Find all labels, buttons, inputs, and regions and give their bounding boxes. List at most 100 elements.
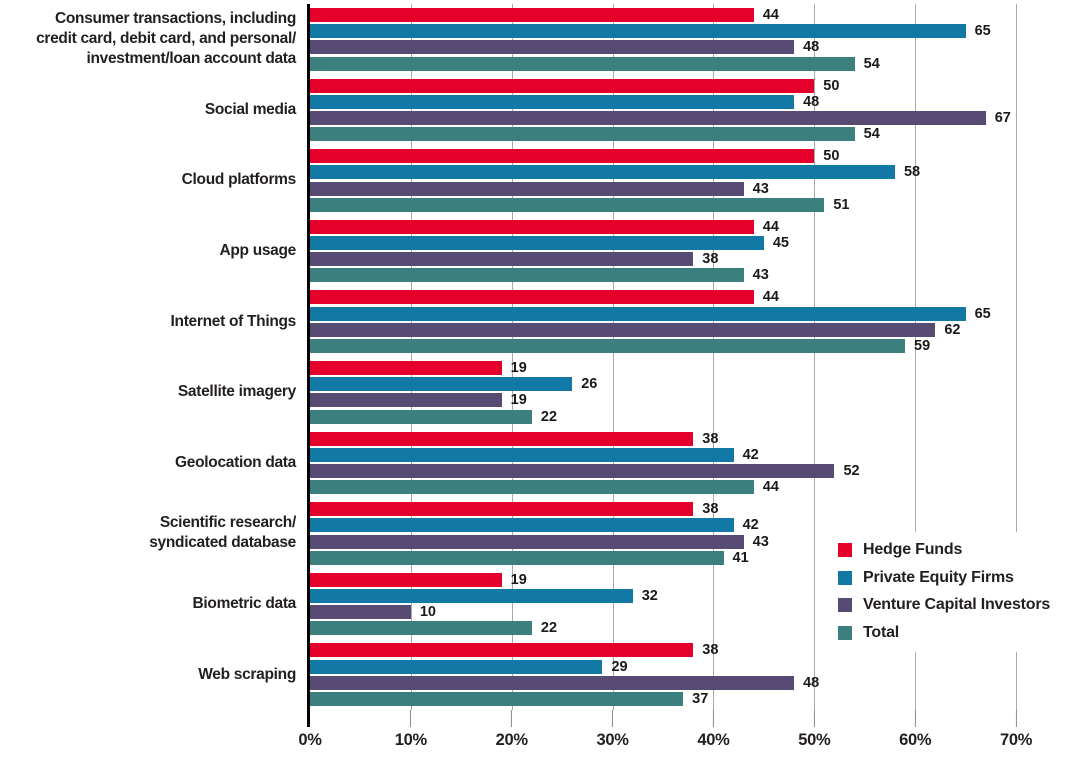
bar-row: 67 [310, 111, 1016, 125]
bar: 32 [310, 589, 658, 603]
bar-row: 43 [310, 534, 1016, 549]
bar: 44 [310, 8, 779, 22]
bar-group: 38 42 43 41 [310, 498, 1016, 569]
bar: 52 [310, 464, 860, 478]
bar-value: 45 [772, 234, 789, 251]
bar-row: 65 [310, 24, 1016, 38]
bar: 67 [310, 111, 1011, 125]
bar-row: 41 [310, 550, 1016, 565]
y-axis-line [307, 4, 310, 727]
bar: 54 [310, 127, 880, 141]
bar-row: 48 [310, 95, 1016, 109]
bar: 29 [310, 659, 628, 674]
legend-swatch [838, 598, 852, 612]
category-label-line: Social media [204, 100, 296, 118]
bar: 65 [310, 24, 991, 38]
bar-group: 50 48 67 54 [310, 75, 1016, 146]
gridline [1016, 4, 1017, 710]
bar-row: 65 [310, 305, 1016, 322]
bar-value: 62 [944, 321, 961, 338]
bar-value: 19 [510, 359, 527, 376]
bar-value: 43 [752, 267, 769, 284]
category-label-line: syndicated database [149, 534, 296, 552]
x-axis-tick [1015, 710, 1017, 727]
bar-value: 65 [974, 23, 991, 40]
bar-value: 48 [803, 39, 820, 56]
category-label-line: Satellite imagery [177, 383, 296, 401]
bar-value: 67 [994, 109, 1011, 126]
bar: 45 [310, 236, 789, 250]
bar-row: 10 [310, 605, 1016, 619]
bar-row: 19 [310, 392, 1016, 409]
bar-row: 48 [310, 40, 1016, 55]
bar-row: 43 [310, 181, 1016, 196]
bar: 22 [310, 409, 557, 424]
x-axis-tick [612, 710, 614, 727]
bar-value: 32 [641, 587, 658, 604]
bar: 42 [310, 448, 759, 462]
bar-row: 48 [310, 674, 1016, 691]
x-axis-tick-group: 0% [298, 710, 322, 750]
category-label-line: Cloud platforms [181, 171, 297, 189]
bar-row: 38 [310, 430, 1016, 447]
gridline [410, 4, 412, 710]
legend-label: Venture Capital Investors [863, 596, 1051, 613]
bar-row: 26 [310, 377, 1016, 391]
x-axis-tick-label: 30% [596, 731, 629, 749]
bar-row: 42 [310, 448, 1016, 462]
bar-group: 50 58 43 51 [310, 145, 1016, 216]
bar: 48 [310, 40, 819, 55]
legend-swatch [838, 570, 852, 585]
bar: 58 [310, 165, 920, 180]
bar-value: 48 [803, 674, 820, 691]
bar: 38 [310, 502, 718, 516]
bar: 41 [310, 550, 749, 565]
bar-value: 50 [823, 77, 840, 94]
bar: 19 [310, 573, 527, 587]
bar-row: 37 [310, 692, 1016, 706]
bar-value: 54 [863, 126, 880, 143]
bar-row: 44 [310, 220, 1016, 234]
legend-swatch [838, 543, 852, 557]
gridline [612, 4, 614, 710]
category-label-line: Internet of Things [170, 312, 297, 330]
bar-group: 44 65 48 54 [310, 4, 1016, 75]
bar-value: 59 [914, 337, 931, 354]
category-label: Internet of Things [0, 286, 297, 357]
bar-value: 44 [762, 289, 779, 306]
legend-swatch [838, 625, 852, 640]
bar: 54 [310, 56, 880, 71]
bar-row: 45 [310, 236, 1016, 250]
bar-row: 22 [310, 621, 1016, 636]
category-label: Web scraping [0, 639, 296, 710]
bar-value: 65 [974, 305, 991, 322]
category-label-line: Biometric data [192, 594, 297, 612]
x-axis-tick-group: 40% [697, 710, 730, 750]
bar-value: 19 [510, 392, 527, 409]
bar-row: 51 [310, 198, 1016, 212]
category-label: Consumer transactions, including credit c… [0, 4, 296, 75]
bar-row: 38 [310, 643, 1016, 658]
x-axis-tick-label: 70% [999, 731, 1033, 749]
bar-value: 42 [742, 517, 759, 534]
bar-row: 50 [310, 77, 1016, 94]
bar: 43 [310, 181, 769, 196]
bar-value: 41 [732, 549, 749, 566]
category-label: Scientific research/syndicated database [0, 498, 296, 569]
bar: 26 [310, 377, 597, 391]
bar-value: 44 [762, 7, 779, 24]
bar-value: 38 [702, 501, 719, 518]
bar-row: 29 [310, 659, 1016, 674]
bar-row: 52 [310, 464, 1016, 478]
x-axis-tick [712, 710, 714, 727]
plot-area: 44 65 48 54 50 48 67 54 50 58 43 51 44 45 38 43 44 65 62 59… [307, 4, 1069, 727]
x-axis-tick-label: 20% [495, 731, 528, 749]
category-label-line: App usage [219, 242, 296, 259]
x-axis-tick [511, 710, 513, 727]
bar: 42 [310, 518, 759, 533]
bar: 38 [310, 643, 718, 658]
bar-value: 38 [702, 430, 719, 447]
bar-row: 54 [310, 56, 1016, 71]
bar-groups: 44 65 48 54 50 48 67 54 50 58 43 51 44 45 38 43 44 65 62 59… [310, 4, 1016, 710]
